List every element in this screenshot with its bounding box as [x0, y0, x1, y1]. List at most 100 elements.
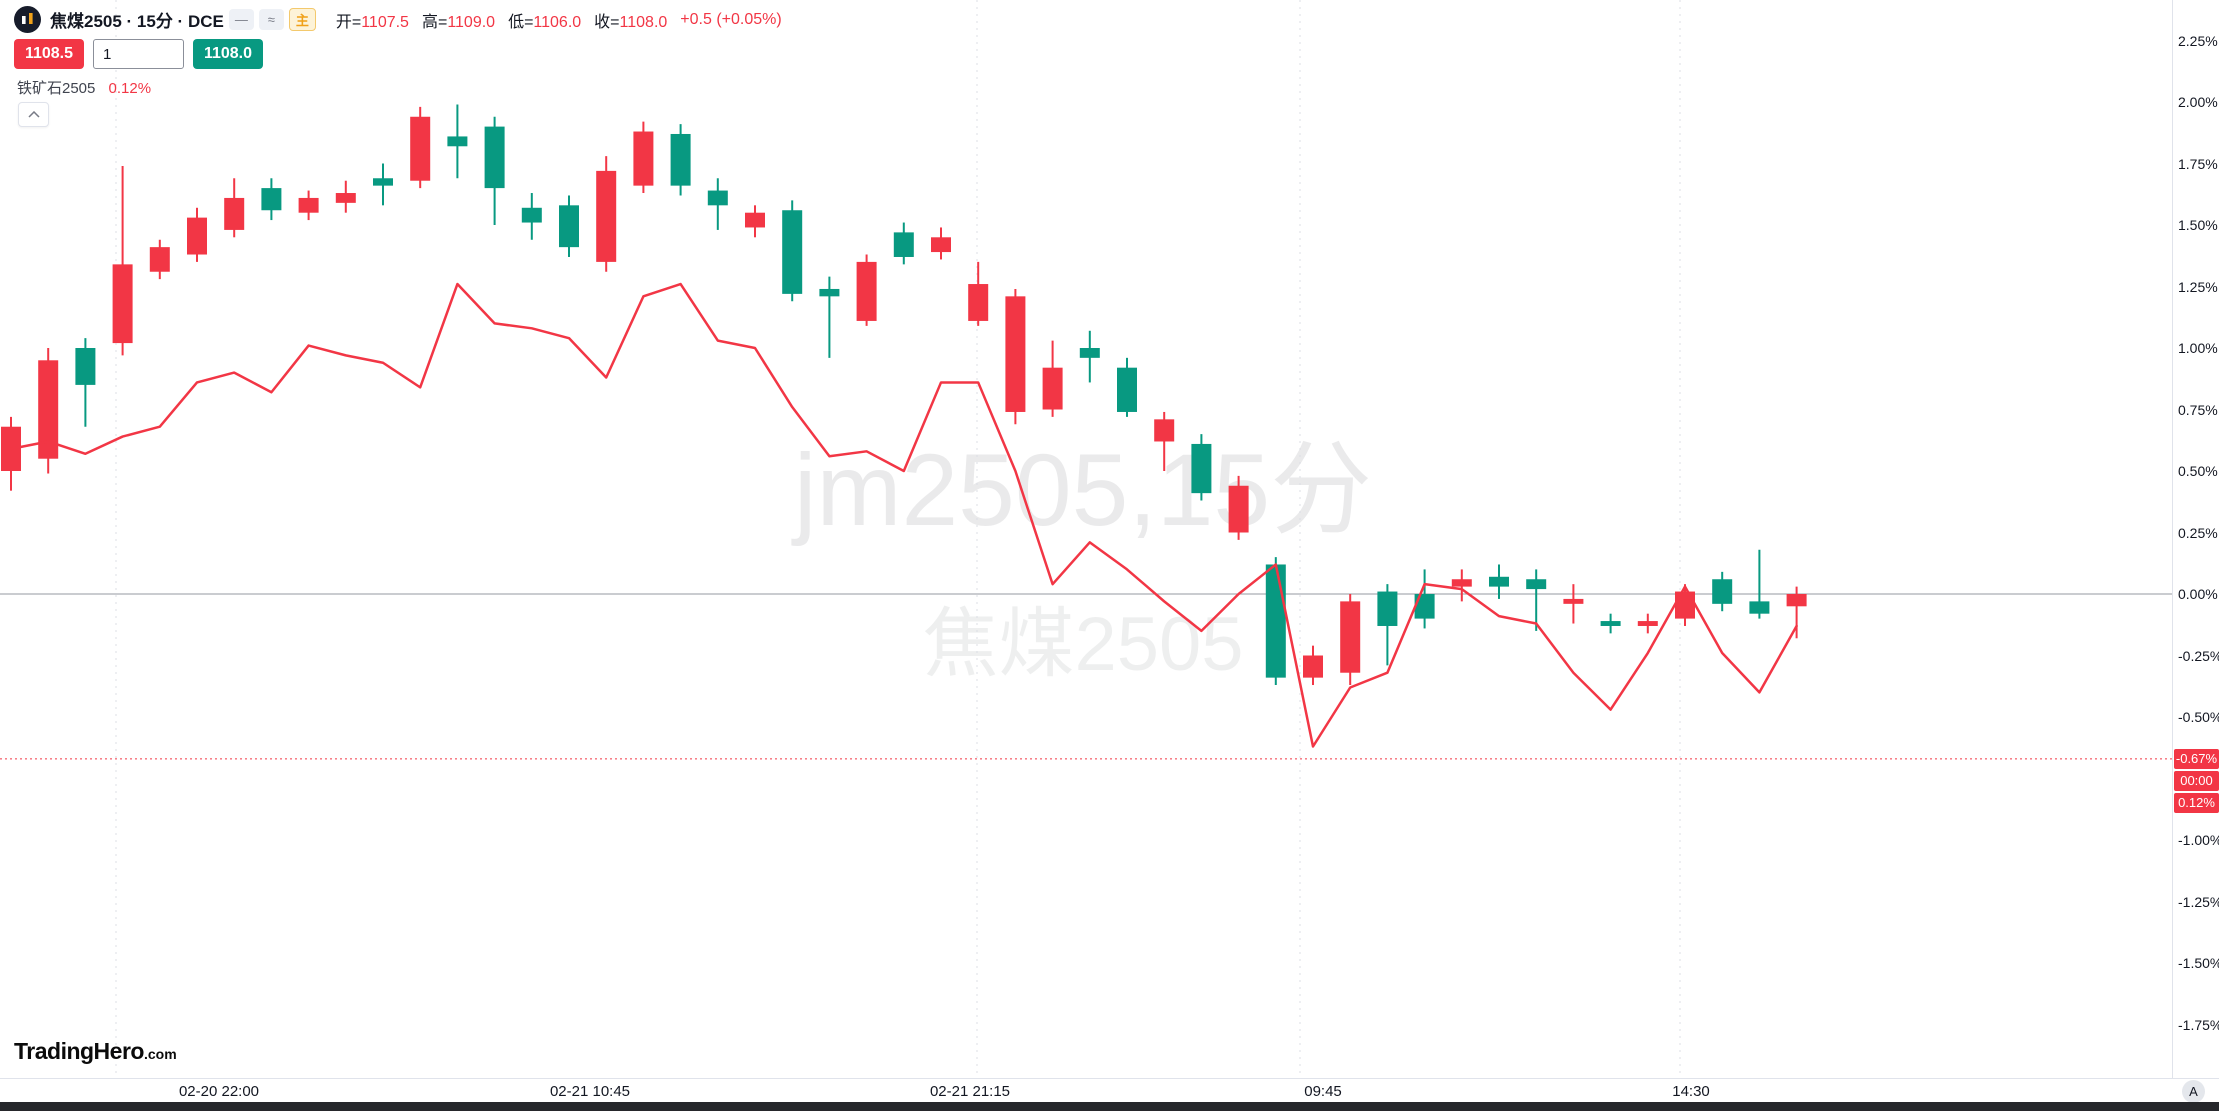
high-value: 1109.0 [447, 13, 496, 31]
candle [1637, 613, 1658, 634]
candle [38, 348, 59, 474]
collapse-legend-button[interactable] [18, 102, 49, 127]
quantity-input[interactable] [93, 39, 184, 69]
price-axis-label: 0.25% [2178, 524, 2218, 541]
candle [1265, 557, 1286, 686]
candle [1749, 549, 1770, 619]
candle [856, 254, 877, 326]
candle [819, 276, 840, 358]
price-axis-label: -1.00% [2178, 832, 2219, 848]
close-label: 收= [594, 13, 620, 31]
price-axis-label: -1.25% [2178, 893, 2219, 910]
candle [633, 121, 654, 194]
candle [1675, 584, 1695, 626]
candle [968, 261, 989, 326]
candle [1042, 340, 1063, 417]
tradinghero-logo: TradingHero .com [14, 1038, 177, 1065]
compare-line-series [9, 282, 1798, 748]
price-axis-highlight-label: 0.12% [2174, 792, 2219, 813]
price-axis-label: 0.00% [2178, 586, 2218, 602]
candle [1414, 569, 1435, 629]
candle [1489, 564, 1509, 599]
app-logo-icon [14, 6, 41, 33]
low-label: 低= [508, 13, 534, 31]
candle [149, 239, 170, 280]
candle [373, 163, 393, 206]
candle [224, 178, 245, 238]
wave-compare-icon[interactable]: ≈ [258, 9, 284, 30]
watermark-symbol: jm2505,15分 [793, 433, 1373, 547]
chevron-up-icon [27, 111, 40, 118]
candle [112, 165, 133, 356]
open-label: 开= [335, 13, 362, 31]
price-axis-label: -0.50% [2178, 709, 2219, 725]
candle [1786, 586, 1807, 639]
candle [1303, 645, 1323, 686]
bottom-window-edge [0, 1102, 2219, 1111]
candle [1377, 584, 1398, 666]
time-axis-label: 14:30 [1672, 1083, 1710, 1100]
time-axis-label: 02-21 21:15 [929, 1083, 1011, 1100]
price-axis-label: -1.50% [2178, 955, 2219, 971]
price-axis-label: 0.75% [2178, 401, 2218, 418]
price-axis-label: 1.25% [2178, 278, 2218, 295]
symbol-title[interactable]: 焦煤2505 · 15分 · DCE [50, 12, 224, 31]
candle [1451, 569, 1472, 602]
price-axis-label: -1.75% [2178, 1016, 2219, 1033]
candle [1712, 571, 1733, 612]
high-label: 高= [421, 13, 448, 31]
candle [187, 207, 207, 262]
candle [1228, 475, 1249, 540]
compare-symbol-value: 0.12% [108, 80, 152, 97]
time-axis-label: 02-21 10:45 [549, 1083, 631, 1100]
candle [596, 156, 617, 272]
brand-text: TradingHero [14, 1038, 144, 1064]
candle [670, 124, 691, 196]
price-axis-label: 1.75% [2178, 155, 2218, 172]
candle [1563, 584, 1584, 624]
price-axis-label: 0.50% [2178, 463, 2218, 479]
change-value: +0.5 (+0.05%) [680, 10, 782, 28]
price-axis-label: 2.00% [2178, 94, 2218, 110]
main-contract-badge-icon[interactable]: 主 [288, 8, 316, 31]
price-axis-label: 1.50% [2178, 217, 2218, 233]
candle [484, 116, 505, 225]
sell-price-button[interactable]: 1108.0 [193, 39, 263, 69]
quick-trade-panel: 1108.5 1108.0 [14, 39, 263, 69]
candle [1526, 569, 1547, 631]
price-axis-label: -0.25% [2178, 647, 2219, 664]
candle [75, 338, 96, 427]
auto-scale-button[interactable]: A [2182, 1080, 2205, 1103]
time-axis-label: 09:45 [1304, 1083, 1342, 1100]
candle [1191, 434, 1212, 501]
buy-price-button[interactable]: 1108.5 [14, 39, 84, 69]
time-axis[interactable]: 02-20 22:00 02-21 10:45 02-21 21:15 09:45 14… [0, 1078, 2219, 1104]
candle [931, 227, 951, 260]
candle [1079, 330, 1100, 383]
candle [298, 190, 319, 221]
price-axis-label: 1.00% [2178, 340, 2218, 356]
candle [893, 222, 914, 265]
candle [410, 106, 431, 189]
candle [1, 416, 21, 491]
ohlc-values: 开=1107.5 高=1109.0 低=1106.0 收=1108.0 +0.5… [336, 8, 782, 32]
close-value: 1108.0 [619, 13, 668, 31]
minimize-icon[interactable]: — [228, 9, 254, 30]
brand-suffix-text: .com [143, 1046, 177, 1062]
watermark-name: 焦煤2505 [922, 602, 1244, 687]
candle [1154, 411, 1175, 471]
low-value: 1106.0 [533, 13, 582, 31]
price-axis[interactable]: 2.25% 2.00% 1.75% 1.50% 1.25% 1.00% 0.75% 0.50%… [2172, 0, 2219, 1078]
chart-legend-row: 焦煤2505 · 15分 · DCE — ≈ 主 开=1107.5 高=1109… [14, 6, 782, 33]
candle [521, 193, 542, 240]
candle [1600, 613, 1621, 634]
price-axis-highlight-label: -0.67% [2174, 748, 2219, 769]
open-value: 1107.5 [361, 13, 409, 31]
chart-canvas[interactable] [0, 0, 2172, 1078]
price-axis-highlight-label: 00:00 [2174, 770, 2219, 791]
candle [782, 200, 803, 302]
compare-legend[interactable]: 铁矿石2505 0.12% [17, 77, 151, 98]
candle [1005, 288, 1026, 425]
candle [1340, 594, 1361, 686]
